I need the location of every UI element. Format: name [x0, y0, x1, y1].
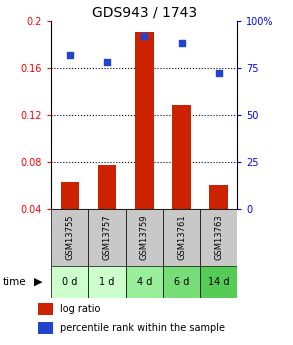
- Bar: [88, 266, 126, 298]
- Title: GDS943 / 1743: GDS943 / 1743: [92, 6, 197, 20]
- Text: 6 d: 6 d: [174, 277, 189, 287]
- Text: 14 d: 14 d: [208, 277, 229, 287]
- Point: [142, 33, 147, 39]
- Text: GSM13761: GSM13761: [177, 214, 186, 260]
- Bar: [163, 209, 200, 266]
- Bar: [88, 209, 126, 266]
- Text: GSM13763: GSM13763: [214, 214, 223, 260]
- Bar: [172, 105, 191, 256]
- Text: ▶: ▶: [34, 277, 42, 287]
- Text: 0 d: 0 d: [62, 277, 78, 287]
- Bar: [61, 182, 79, 256]
- Point: [179, 40, 184, 46]
- Bar: [163, 266, 200, 298]
- Point: [217, 71, 221, 76]
- Bar: [38, 322, 52, 334]
- Point: [105, 59, 110, 65]
- Bar: [200, 266, 237, 298]
- Text: GSM13759: GSM13759: [140, 215, 149, 260]
- Bar: [126, 266, 163, 298]
- Point: [67, 52, 72, 57]
- Bar: [38, 303, 52, 315]
- Bar: [126, 209, 163, 266]
- Text: 1 d: 1 d: [99, 277, 115, 287]
- Bar: [209, 185, 228, 256]
- Text: time: time: [3, 277, 27, 287]
- Text: GSM13755: GSM13755: [65, 215, 74, 260]
- Bar: [51, 209, 88, 266]
- Bar: [200, 209, 237, 266]
- Text: percentile rank within the sample: percentile rank within the sample: [60, 323, 225, 333]
- Bar: [51, 266, 88, 298]
- Text: log ratio: log ratio: [60, 304, 100, 314]
- Bar: [98, 165, 116, 256]
- Bar: [135, 32, 154, 256]
- Text: 4 d: 4 d: [137, 277, 152, 287]
- Text: GSM13757: GSM13757: [103, 214, 112, 260]
